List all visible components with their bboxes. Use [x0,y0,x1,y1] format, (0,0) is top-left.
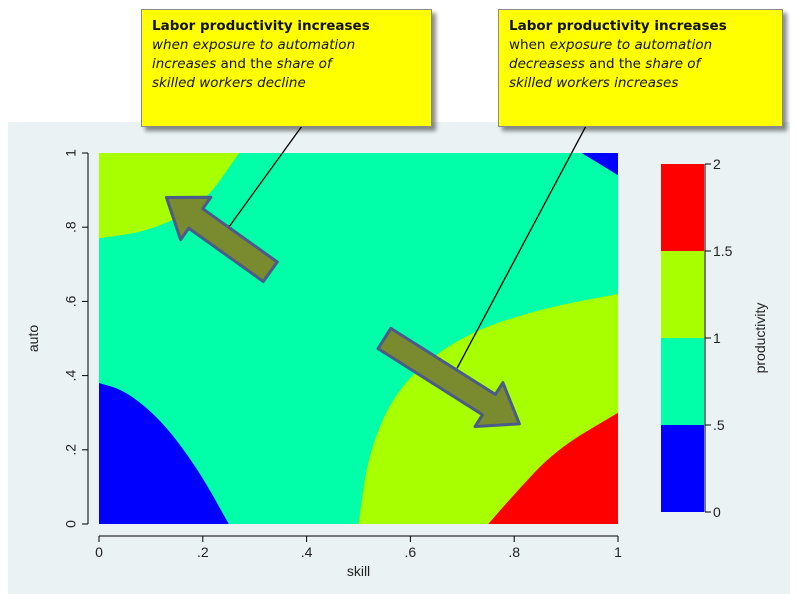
annotation-right: Labor productivity increases when exposu… [498,9,783,127]
annotation-left-line2-c: share of [276,56,332,72]
colorbar-tick-label: 0 [713,504,721,520]
y-tick-label: .4 [63,370,79,382]
colorbar-segment [661,425,704,512]
x-tick-label: 0 [95,544,103,560]
y-tick-label: 0 [63,520,79,528]
colorbar-segment [661,164,704,251]
x-tick-label: .4 [301,544,313,560]
annotation-right-line3: skilled workers increases [509,75,679,91]
colorbar-tick-label: .5 [713,417,725,433]
annotation-left-line2-a: increases [152,56,217,72]
annotation-right-title: Labor productivity increases [509,18,727,34]
contour-region [581,153,618,176]
x-axis-label: skill [347,563,370,579]
annotation-right-line2-c: share of [645,56,701,72]
annotation-right-line2-a: decreasess [509,56,585,72]
contour-region [99,383,229,524]
y-tick-label: .8 [63,221,79,233]
annotation-left-title: Labor productivity increases [152,18,370,34]
callout-line-left [228,125,303,228]
callout-line-right [456,125,587,369]
x-tick-label: .6 [405,544,417,560]
x-tick-label: 1 [614,544,622,560]
block-arrow [376,326,521,429]
annotation-right-line1-b: exposure to automation [549,37,713,53]
x-tick-label: .2 [197,544,209,560]
annotation-right-line2-b: and the [584,56,646,72]
annotation-left-line3: skilled workers decline [152,75,306,91]
y-tick-label: 1 [63,149,79,157]
annotation-left: Labor productivity increases when exposu… [141,9,432,127]
colorbar-segment [661,338,704,425]
annotation-left-line1: when exposure to automation [152,37,356,53]
contour-region [99,153,240,239]
colorbar-segment [661,251,704,338]
colorbar-tick-label: 2 [713,156,721,172]
x-tick-label: .8 [508,544,520,560]
annotation-right-line1-a: when [509,37,550,53]
annotation-left-line2-b: and the [216,56,277,72]
colorbar-tick-label: 1 [713,330,721,346]
contour-region [488,412,618,524]
colorbar-tick-label: 1.5 [713,243,733,259]
block-arrow [164,195,279,283]
annotation-arrows [164,125,587,429]
colorbar-label: productivity [752,303,768,374]
axes: 0 .2 .4 .6 .8 1 0 .2 .4 .6 .8 1 skill auto [25,149,622,579]
colorbar: 0 .5 1 1.5 2 productivity [661,156,768,520]
y-tick-label: .2 [63,444,79,456]
y-axis-label: auto [25,325,41,352]
y-tick-label: .6 [63,295,79,307]
